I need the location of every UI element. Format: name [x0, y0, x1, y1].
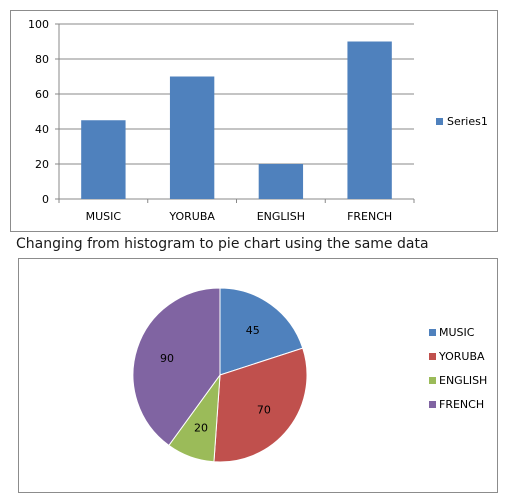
x-tick-label: MUSIC [86, 210, 122, 223]
pie-data-label: 45 [246, 324, 260, 337]
y-tick-label: 40 [35, 123, 49, 136]
pie-slice-yoruba [213, 347, 308, 463]
pie-data-label: 70 [257, 403, 271, 416]
y-tick-label: 100 [28, 18, 49, 31]
legend-label: Series1 [447, 115, 488, 128]
y-tick-label: 80 [35, 53, 49, 66]
chart-caption: Changing from histogram to pie chart usi… [16, 236, 429, 252]
legend-swatch [429, 353, 436, 360]
legend-swatch [436, 118, 443, 125]
legend-label: MUSIC [439, 326, 475, 339]
y-tick-label: 60 [35, 88, 49, 101]
legend-label: YORUBA [438, 350, 485, 363]
bar-french [347, 41, 392, 199]
pie-slice-french [132, 287, 221, 447]
pie-chart: 45 70 20 90 MUSIC YORUBA ENGLISH FRENCH [18, 258, 498, 493]
y-tick-label: 20 [35, 158, 49, 171]
x-tick-label: YORUBA [168, 210, 215, 223]
bar-music [81, 120, 126, 199]
legend-label: ENGLISH [439, 374, 487, 387]
x-tick-label: ENGLISH [257, 210, 305, 223]
pie-data-label: 90 [160, 352, 174, 365]
y-tick-label: 0 [42, 193, 49, 206]
pie-data-label: 20 [194, 421, 208, 434]
x-tick-label: FRENCH [347, 210, 392, 223]
pie-chart-svg: 45 70 20 90 MUSIC YORUBA ENGLISH FRENCH [132, 287, 487, 463]
bar-chart-svg: 0 20 40 60 80 100 MUSIC YORUBA ENGLISH FRENCH Seri… [28, 18, 488, 223]
bar-english [258, 164, 304, 199]
legend-swatch [429, 401, 436, 408]
bar-yoruba [169, 76, 215, 199]
pie-slice-music [219, 287, 304, 376]
bar-chart: 0 20 40 60 80 100 MUSIC YORUBA ENGLISH FRENCH Seri… [10, 10, 498, 232]
legend-swatch [429, 377, 436, 384]
legend-label: FRENCH [439, 398, 484, 411]
legend-swatch [429, 329, 436, 336]
